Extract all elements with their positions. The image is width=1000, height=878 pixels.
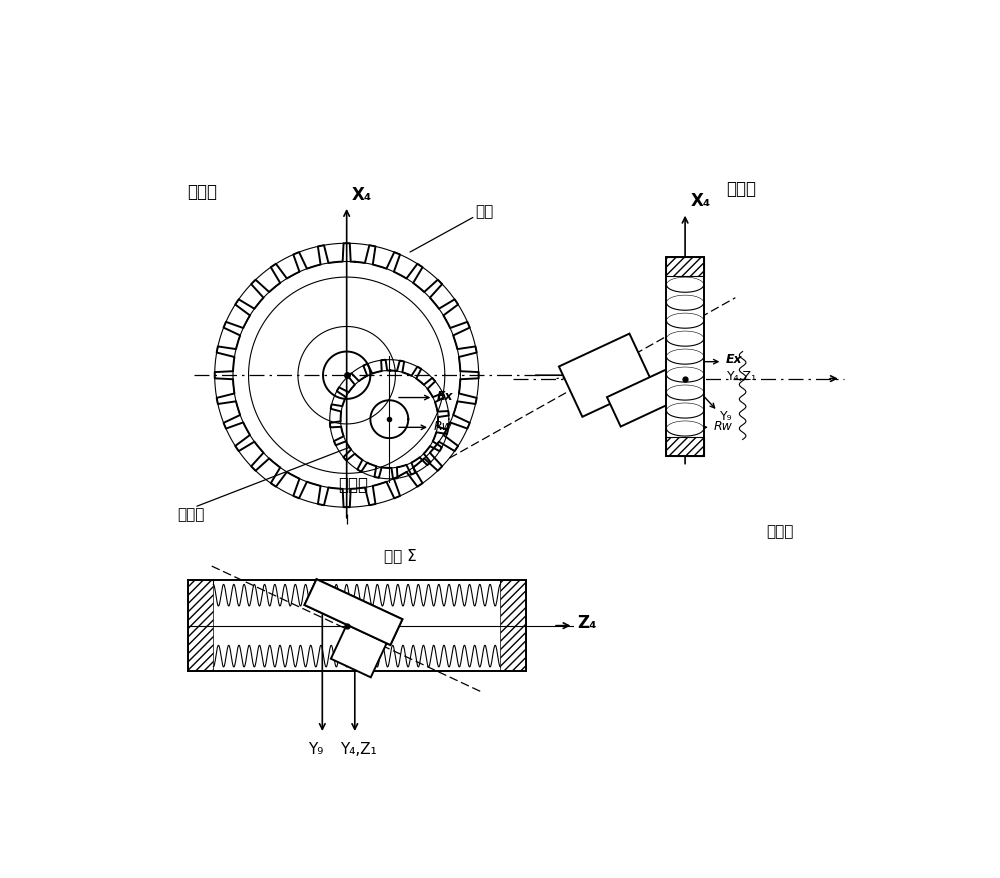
Text: Z₄: Z₄ [580, 363, 600, 381]
Text: X₄: X₄ [691, 192, 711, 210]
Text: Z₄: Z₄ [577, 614, 596, 631]
Text: Y₉: Y₉ [720, 410, 733, 423]
Text: 切割机: 切割机 [177, 507, 205, 522]
Text: 正视图: 正视图 [188, 184, 218, 201]
Text: Y₄,Z₁: Y₄,Z₁ [727, 370, 757, 382]
Polygon shape [304, 579, 402, 645]
Text: Ex: Ex [437, 390, 453, 402]
Text: Rw: Rw [433, 420, 452, 433]
Bar [666, 438, 704, 457]
Bar [666, 257, 704, 457]
Text: X₄: X₄ [352, 185, 372, 204]
Text: 侧视图: 侧视图 [726, 180, 756, 198]
Bar [500, 580, 526, 671]
Polygon shape [304, 579, 402, 645]
Bar [188, 580, 213, 671]
Text: Ex: Ex [726, 353, 742, 366]
Text: 倾斜角: 倾斜角 [766, 524, 794, 539]
Text: Y₉: Y₉ [308, 741, 323, 756]
Polygon shape [331, 615, 391, 678]
Text: 俯视图: 俯视图 [338, 475, 368, 493]
Bar [666, 257, 704, 277]
Text: Rw: Rw [714, 420, 732, 432]
Text: 工作: 工作 [475, 204, 494, 219]
Text: Y₄,Z₁: Y₄,Z₁ [340, 741, 377, 756]
Text: 轴角 Σ: 轴角 Σ [384, 548, 417, 563]
Polygon shape [559, 335, 653, 417]
Polygon shape [607, 369, 682, 427]
